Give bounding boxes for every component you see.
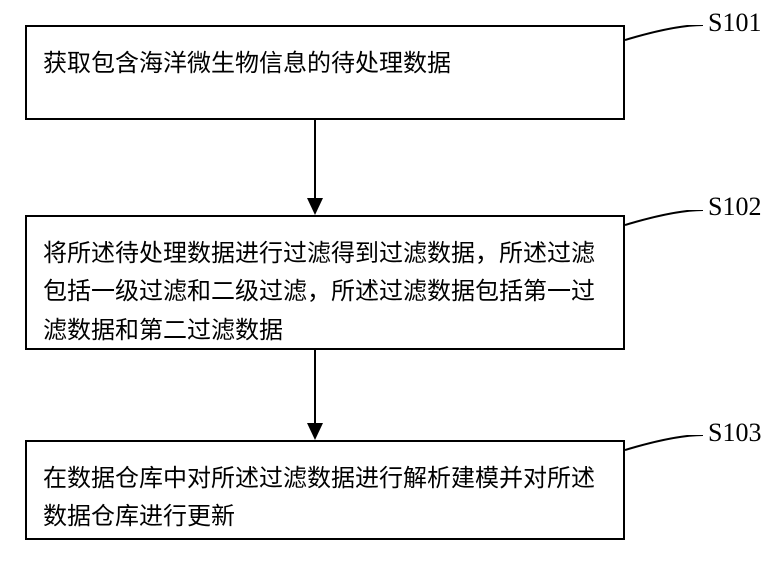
flowchart-arrow-1 <box>300 120 330 215</box>
connector-curve-1 <box>625 25 715 60</box>
step-2-text: 将所述待处理数据进行过滤得到过滤数据，所述过滤包括一级过滤和二级过滤，所述过滤数… <box>43 241 595 344</box>
flowchart-container: 获取包含海洋微生物信息的待处理数据 S101 将所述待处理数据进行过滤得到过滤数… <box>0 0 773 581</box>
connector-curve-2 <box>625 210 715 245</box>
flowchart-step-3: 在数据仓库中对所述过滤数据进行解析建模并对所述数据仓库进行更新 <box>25 440 625 540</box>
step-3-text: 在数据仓库中对所述过滤数据进行解析建模并对所述数据仓库进行更新 <box>43 466 595 530</box>
flowchart-step-1: 获取包含海洋微生物信息的待处理数据 <box>25 25 625 120</box>
step-1-label: S101 <box>708 8 761 38</box>
connector-curve-3 <box>625 435 715 470</box>
step-1-text: 获取包含海洋微生物信息的待处理数据 <box>43 45 451 83</box>
flowchart-step-2: 将所述待处理数据进行过滤得到过滤数据，所述过滤包括一级过滤和二级过滤，所述过滤数… <box>25 215 625 350</box>
step-3-label: S103 <box>708 418 761 448</box>
step-2-label: S102 <box>708 192 761 222</box>
flowchart-arrow-2 <box>300 350 330 440</box>
